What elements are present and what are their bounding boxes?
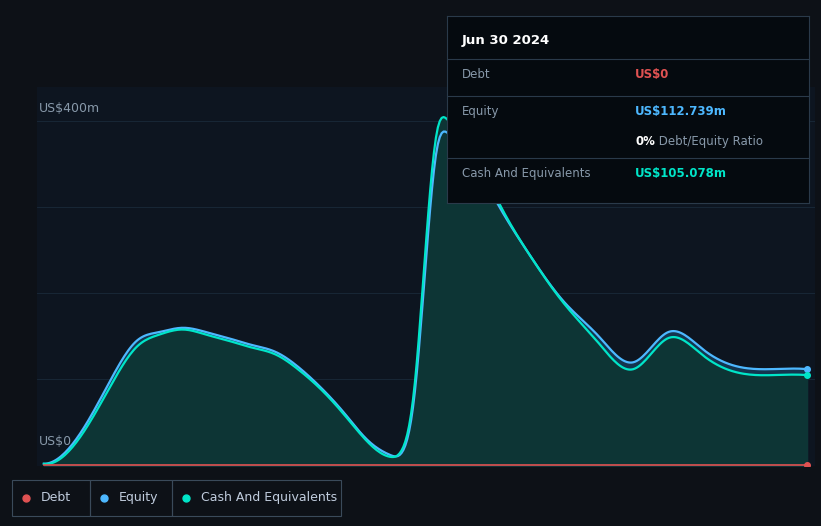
Text: Jun 30 2024: Jun 30 2024 [462,35,550,47]
Text: Equity: Equity [119,491,158,504]
Text: Equity: Equity [462,105,499,118]
Text: US$400m: US$400m [39,102,100,115]
Text: US$0: US$0 [39,436,72,449]
Text: Cash And Equivalents: Cash And Equivalents [462,167,590,180]
Text: US$0: US$0 [635,68,670,81]
Text: US$105.078m: US$105.078m [635,167,727,180]
Text: Debt: Debt [41,491,71,504]
Text: Cash And Equivalents: Cash And Equivalents [201,491,337,504]
Text: Debt: Debt [462,68,490,81]
Text: US$112.739m: US$112.739m [635,105,727,118]
Text: Debt/Equity Ratio: Debt/Equity Ratio [655,135,764,148]
Text: 0%: 0% [635,135,655,148]
